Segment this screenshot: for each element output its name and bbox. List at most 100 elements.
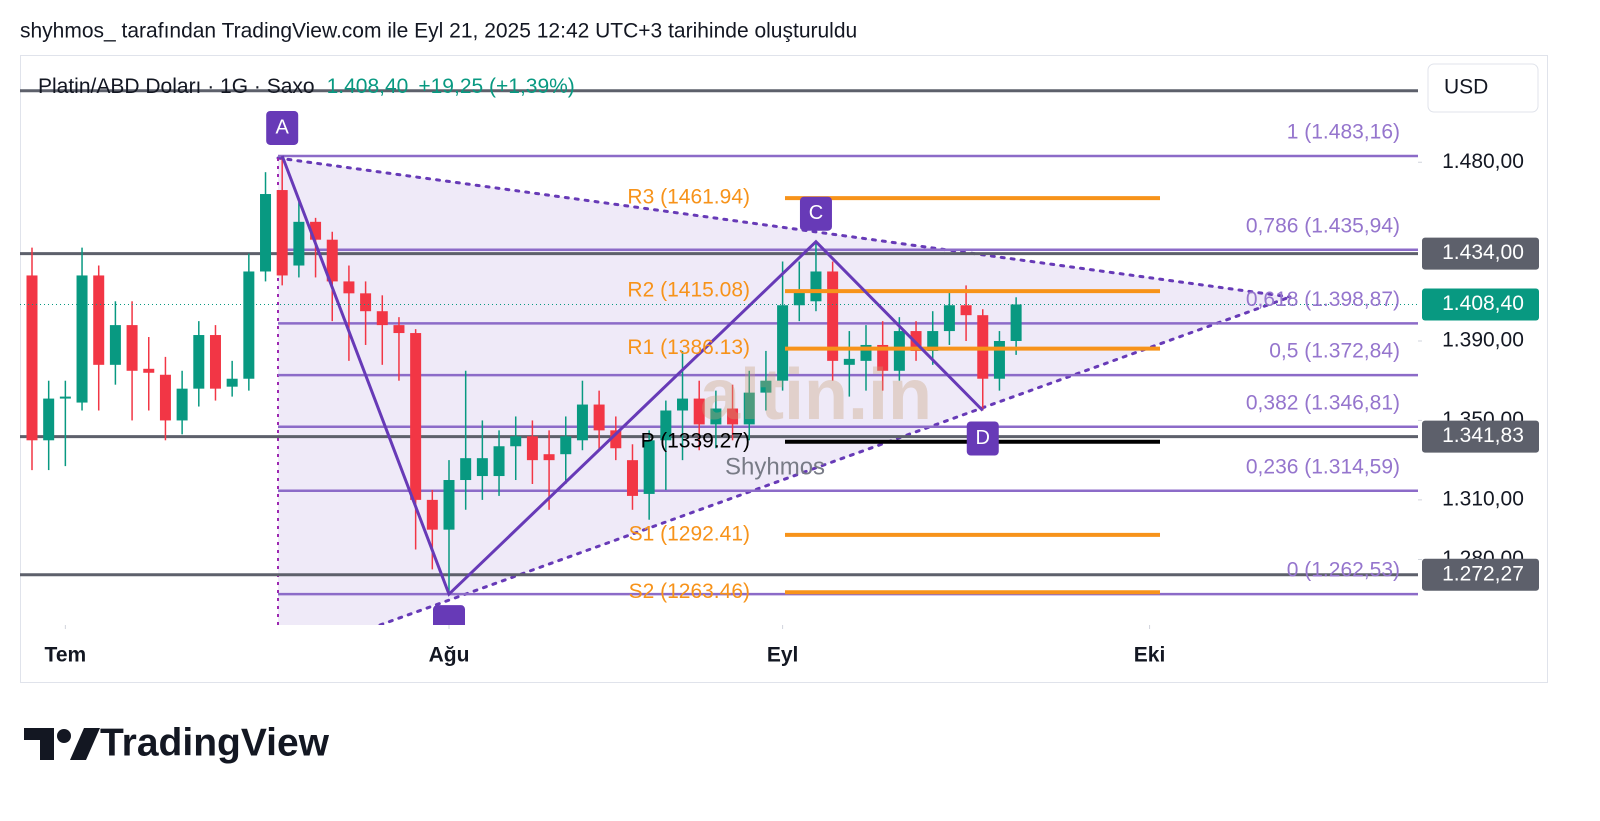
candle-body <box>393 325 405 334</box>
plot-area <box>20 89 1418 625</box>
candle-body <box>76 275 88 403</box>
abcd-pattern <box>280 155 984 597</box>
fib-label: 0,5 (1.372,84) <box>1269 340 1400 363</box>
candle-body <box>143 368 155 373</box>
watermark: altin.in <box>700 355 932 435</box>
candle-body <box>109 325 121 365</box>
pivot-label: S2 (1263.46) <box>629 580 750 603</box>
pattern-point-box <box>433 605 465 625</box>
price-label: 1.434,00 <box>1442 241 1524 264</box>
pattern-point-label: C <box>809 202 823 224</box>
candle-body <box>510 436 522 447</box>
candle-body <box>626 460 638 496</box>
candle-body <box>209 335 221 389</box>
price-label-box <box>1422 558 1539 591</box>
candle-body <box>93 275 105 365</box>
candle-body <box>1010 304 1022 341</box>
candle-body <box>159 374 171 421</box>
y-tick-label: 1.390,00 <box>1442 329 1524 352</box>
candle-body <box>743 392 755 425</box>
footer-brand: TradingView <box>100 721 330 764</box>
pivot-label: R3 (1461.94) <box>627 186 750 209</box>
pattern-point-label: D <box>976 427 990 449</box>
candle-body <box>476 458 488 477</box>
candle-body <box>610 430 622 449</box>
author-label: Shyhmos <box>725 453 825 480</box>
price-label: 1.341,83 <box>1442 424 1524 447</box>
candle-body <box>593 404 605 431</box>
candle-body <box>460 458 472 481</box>
triangle-fill <box>278 158 1290 625</box>
fib-label: 0,236 (1.314,59) <box>1246 455 1400 478</box>
candle-body <box>126 325 138 371</box>
candle-body <box>43 398 55 441</box>
candle-body <box>843 358 855 365</box>
candle-body <box>760 380 772 393</box>
candle-body <box>326 239 338 282</box>
candle-body <box>860 344 872 361</box>
last-price-box <box>1422 288 1539 321</box>
candle-body <box>293 221 305 266</box>
currency: USD <box>1444 76 1488 99</box>
candle-body <box>343 281 355 294</box>
candle-body <box>410 333 422 500</box>
fib-label: 0,618 (1.398,87) <box>1246 288 1400 311</box>
pivot-label: P (1339.27) <box>641 429 750 452</box>
candle-body <box>376 311 388 326</box>
candle-body <box>243 271 255 379</box>
logo-mark <box>57 729 71 743</box>
candle-body <box>526 436 538 461</box>
candle-body <box>493 446 505 477</box>
triangle-edge <box>276 156 1292 299</box>
candle-body <box>677 398 689 411</box>
pattern-point-box <box>266 110 299 145</box>
candle-body <box>276 190 288 276</box>
chart-frame <box>20 55 1548 683</box>
candle-body <box>793 291 805 306</box>
candle-body <box>576 404 588 441</box>
candle-body <box>643 440 655 494</box>
x-tick-label: Eki <box>1134 644 1166 667</box>
fib-label: 1 (1.483,16) <box>1287 121 1400 144</box>
candle-body <box>59 396 71 399</box>
currency-box[interactable] <box>1427 63 1539 113</box>
x-tick-label: Eyl <box>767 644 799 667</box>
candle-body <box>877 344 889 371</box>
fib-label: 0,382 (1.346,81) <box>1246 391 1400 414</box>
logo-mark <box>24 728 54 760</box>
last-price-axis-label: 1.408,40 <box>1442 292 1524 315</box>
candle-body <box>710 408 722 425</box>
candle-body <box>993 340 1005 379</box>
candle-body <box>260 194 272 272</box>
candle-body <box>426 499 438 530</box>
x-tick-label: Tem <box>45 644 87 667</box>
pattern-point-box <box>966 421 999 456</box>
logo-mark <box>70 728 100 760</box>
candle-body <box>727 408 739 425</box>
last-price: 1.408,40 <box>327 75 409 98</box>
fib-label: 0 (1.262,53) <box>1287 559 1400 582</box>
candle-body <box>193 335 205 389</box>
candle-body <box>560 436 572 455</box>
candle-body <box>543 454 555 461</box>
candle-body <box>693 398 705 425</box>
legend: Platin/ABD Doları · 1G · Saxo 1.408,40 +19… <box>38 75 575 98</box>
x-tick-label: Ağu <box>429 644 470 667</box>
candle-body <box>176 388 188 421</box>
y-tick-label: 1.310,00 <box>1442 487 1524 510</box>
triangle-edge <box>378 295 1292 625</box>
pivot-label: R2 (1415.08) <box>627 279 750 302</box>
candle-body <box>226 378 238 387</box>
price-label-box <box>1422 237 1539 270</box>
candle-body <box>943 305 955 332</box>
price-label: 1.272,27 <box>1442 562 1524 585</box>
pattern-point-box <box>799 196 832 231</box>
candle-body <box>26 275 38 441</box>
candle-body <box>927 331 939 351</box>
candle-body <box>893 331 905 371</box>
pivot-label: S1 (1292.41) <box>629 522 750 545</box>
candle-body <box>310 221 322 240</box>
candle-body <box>660 410 672 441</box>
candle-body <box>810 271 822 302</box>
candle-body <box>777 305 789 381</box>
